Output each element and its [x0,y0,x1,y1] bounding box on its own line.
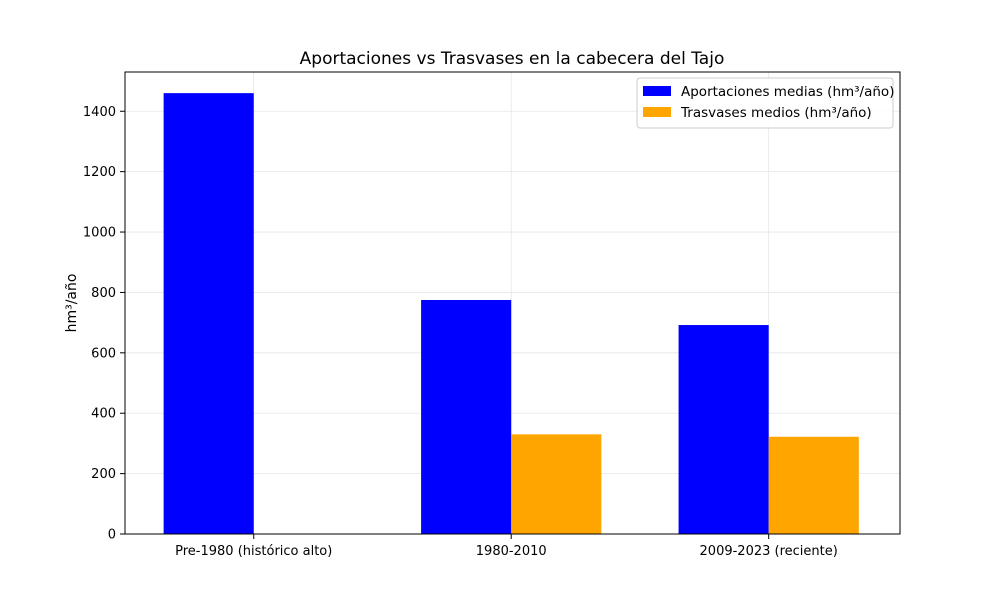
y-tick-label: 200 [91,467,116,482]
legend: Aportaciones medias (hm³/año) Trasvases m… [636,77,894,129]
x-tick-label: Pre-1980 (histórico alto) [175,544,332,559]
bar-trasvases [511,434,602,534]
legend-label: Trasvases medios (hm³/año) [680,105,872,121]
y-tick-label: 1200 [83,165,116,180]
y-tick-label: 600 [91,346,116,361]
y-tick-label: 1400 [83,105,116,120]
bar-trasvases [768,436,859,534]
bars-layer [163,93,859,534]
legend-swatch [643,107,671,117]
y-tick-label: 400 [91,407,116,422]
bar-aportaciones [163,93,254,534]
bar-aportaciones [678,325,769,534]
y-axis: 0 200 400 600 800 1000 1200 1400 [83,105,125,543]
x-axis: Pre-1980 (histórico alto) 1980-2010 2009-2… [175,534,838,559]
legend-box [636,77,894,129]
y-tick-label: 0 [108,528,116,543]
y-tick-label: 1000 [83,226,116,241]
x-tick-label: 2009-2023 (reciente) [700,544,838,559]
y-axis-label: hm³/año [64,274,80,333]
x-tick-label: 1980-2010 [476,544,547,559]
y-tick-label: 800 [91,286,116,301]
plot-frame [124,71,901,535]
legend-swatch [643,86,671,96]
bar-aportaciones [421,299,512,534]
chart-title: Aportaciones vs Trasvases en la cabecera… [300,49,725,69]
legend-label: Aportaciones medias (hm³/año) [681,84,894,100]
